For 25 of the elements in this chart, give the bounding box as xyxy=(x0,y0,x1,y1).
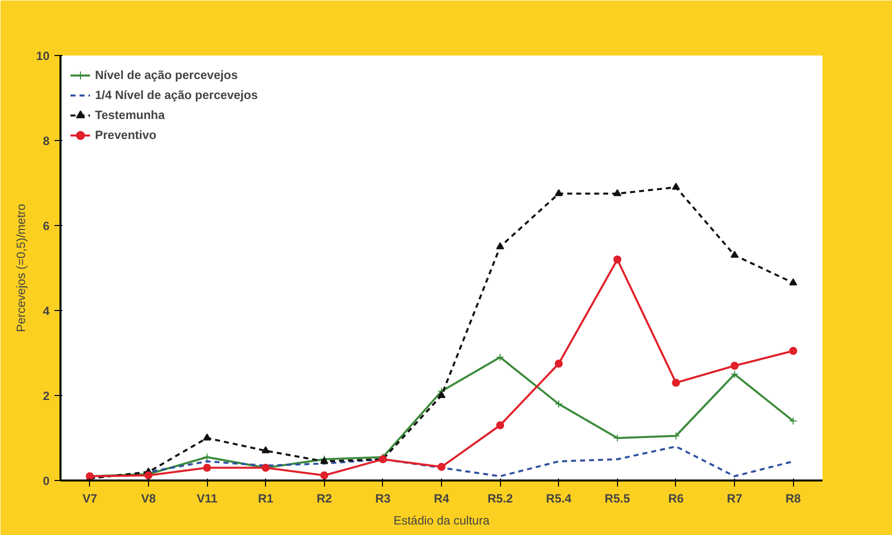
y-tick-label: 4 xyxy=(42,304,50,318)
x-tick-label: V8 xyxy=(141,492,156,506)
y-tick-label: 0 xyxy=(42,474,50,488)
x-tick-label: R5.2 xyxy=(487,492,514,506)
x-tick-label: R3 xyxy=(375,492,391,506)
x-tick-label: V11 xyxy=(196,492,218,506)
x-tick-label: R4 xyxy=(434,492,450,506)
x-tick-label: R5.5 xyxy=(604,492,630,506)
y-tick-label: 6 xyxy=(42,219,50,233)
legend-label: Testemunha xyxy=(95,108,165,122)
x-tick-label: R8 xyxy=(786,492,802,506)
y-tick-label: 2 xyxy=(42,389,50,403)
x-tick-label: R5.4 xyxy=(546,492,572,506)
legend-label: Preventivo xyxy=(95,128,156,142)
legend-label: Nível de ação percevejos xyxy=(95,68,238,82)
x-tick-label: R7 xyxy=(726,492,743,506)
x-axis-title: Estádio da cultura xyxy=(393,514,490,528)
y-axis-title: Percevejos (=0,5)/metro xyxy=(14,203,28,332)
x-tick-label: V7 xyxy=(82,492,98,506)
legend-label: 1/4 Nível de ação percevejos xyxy=(95,88,258,102)
y-tick-label: 8 xyxy=(42,134,50,148)
x-tick-label: R6 xyxy=(668,492,684,506)
x-tick-label: R2 xyxy=(316,492,332,506)
x-tick-label: R1 xyxy=(258,492,274,506)
y-tick-label: 10 xyxy=(36,49,50,63)
